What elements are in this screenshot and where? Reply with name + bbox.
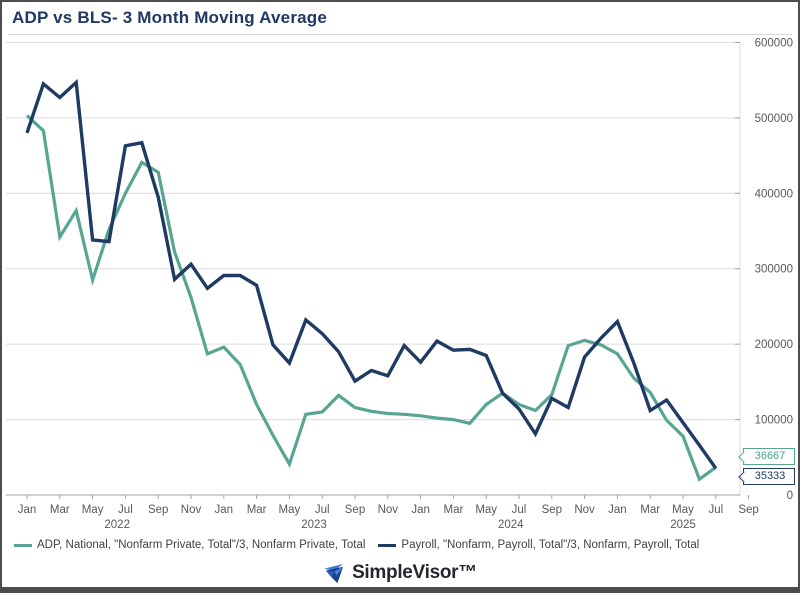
- chart-header: ADP vs BLS- 3 Month Moving Average: [2, 2, 798, 28]
- x-axis-label: Jul: [118, 504, 133, 516]
- bottom-border-bar: [2, 587, 798, 593]
- payroll-last-value: 35333: [754, 470, 786, 482]
- payroll-legend-label: Payroll, "Nonfarm, Payroll, Total"/3, No…: [401, 539, 700, 551]
- legend-item-payroll: Payroll, "Nonfarm, Payroll, Total"/3, No…: [378, 539, 699, 551]
- y-axis-label: 300000: [755, 264, 793, 276]
- adp-series-swatch-icon: [14, 543, 32, 547]
- adp-last-value: 36667: [754, 450, 786, 462]
- x-axis-label: Jan: [215, 504, 234, 516]
- header-divider: [8, 34, 792, 35]
- y-axis-label: 500000: [755, 113, 793, 125]
- payroll-series-swatch-icon: [378, 543, 397, 547]
- x-axis-label: Nov: [378, 504, 399, 516]
- x-axis-label: May: [279, 504, 301, 516]
- legend-item-adp: ADP, National, "Nonfarm Private, Total"/…: [14, 539, 365, 551]
- y-axis-label: 400000: [755, 188, 793, 200]
- x-axis-label: Mar: [50, 504, 70, 516]
- chart-canvas[interactable]: 0 100000 200000 300000 400000 500000 600000 Jan…: [2, 2, 798, 542]
- x-axis-year-label: 2024: [498, 519, 524, 531]
- x-axis-label: May: [82, 504, 104, 516]
- chart-title: ADP vs BLS- 3 Month Moving Average: [12, 8, 328, 27]
- x-axis-label: Jul: [708, 504, 723, 516]
- simplevisor-eagle-icon: [324, 563, 344, 583]
- payroll-line: [25, 78, 718, 470]
- y-axis-label: 100000: [755, 415, 793, 427]
- x-axis-year-label: 2023: [301, 519, 327, 531]
- legend: ADP, National, "Nonfarm Private, Total"/…: [14, 539, 794, 551]
- x-axis-label: Nov: [574, 504, 595, 516]
- x-axis-year-label: 2022: [104, 519, 130, 531]
- y-axis-label: 0: [787, 490, 793, 502]
- x-axis-label: Jan: [411, 504, 430, 516]
- x-axis-label: Mar: [640, 504, 660, 516]
- payroll-last-value-callout: 35333: [737, 468, 795, 485]
- x-axis-label: May: [672, 504, 694, 516]
- x-axis-label: Mar: [443, 504, 463, 516]
- x-axis-label: Sep: [148, 504, 168, 516]
- x-axis-year-label: 2025: [670, 519, 696, 531]
- y-axis-label: 200000: [755, 339, 793, 351]
- plot-area[interactable]: 0 100000 200000 300000 400000 500000 600000 Jan…: [2, 2, 798, 542]
- adp-line: [25, 114, 717, 482]
- adp-legend-label: ADP, National, "Nonfarm Private, Total"/…: [37, 539, 366, 551]
- x-axis-label: Sep: [345, 504, 365, 516]
- y-axis-label: 600000: [755, 37, 793, 49]
- brand-text: SimpleVisor™: [352, 562, 477, 583]
- x-axis-label: Jan: [18, 504, 37, 516]
- x-axis-label: May: [475, 504, 497, 516]
- adp-last-value-callout: 36667: [737, 448, 795, 465]
- x-axis-label: Nov: [181, 504, 202, 516]
- x-axis-label: Sep: [542, 504, 562, 516]
- x-axis-label: Jul: [512, 504, 527, 516]
- simplevisor-logo: SimpleVisor™: [2, 559, 798, 587]
- x-axis-label: Mar: [247, 504, 267, 516]
- x-axis-label: Sep: [738, 504, 758, 516]
- x-axis-label: Jan: [608, 504, 627, 516]
- x-axis-label: Jul: [315, 504, 330, 516]
